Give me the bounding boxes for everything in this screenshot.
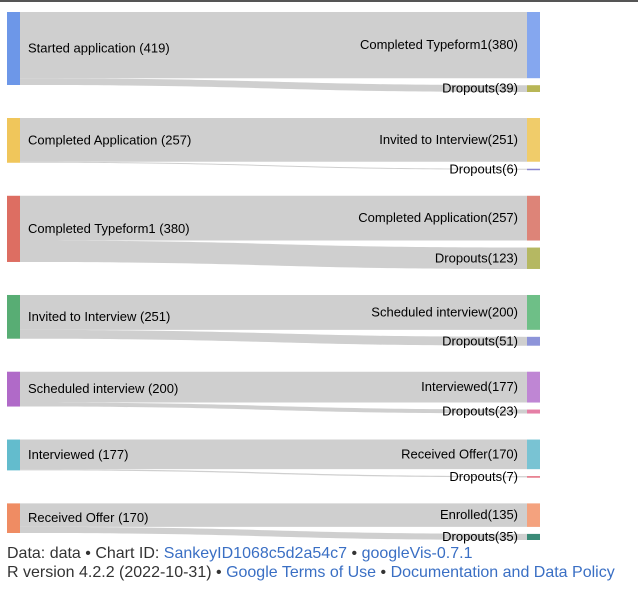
source-node-label: Scheduled interview (200) <box>28 381 178 396</box>
target-node-label: Scheduled interview(200) <box>371 304 518 319</box>
googlevis-link[interactable]: googleVis-0.7.1 <box>361 545 473 562</box>
target-node <box>527 168 540 171</box>
footer-separator-2: • <box>380 564 387 581</box>
source-node <box>7 439 20 471</box>
target-node-label: Enrolled(135) <box>440 507 518 522</box>
footer-line-1: Data: data • Chart ID: SankeyID1068c5d2a… <box>7 545 472 563</box>
target-node-label: Interviewed(177) <box>421 379 518 394</box>
target-node-label: Dropouts(35) <box>442 529 518 544</box>
flow-link <box>20 469 527 478</box>
data-policy-link[interactable]: Documentation and Data Policy <box>390 564 615 581</box>
target-node <box>527 247 540 269</box>
google-terms-link[interactable]: Google Terms of Use <box>226 564 377 581</box>
target-node <box>527 503 540 527</box>
node-layer <box>7 12 540 540</box>
source-node-label: Received Offer (170) <box>28 510 148 525</box>
flow-link <box>20 439 527 470</box>
target-node-label: Completed Typeform1(380) <box>360 37 518 52</box>
target-node <box>527 336 540 346</box>
source-node-label: Started application (419) <box>28 40 170 55</box>
source-node <box>7 371 20 407</box>
flow-link <box>20 526 527 540</box>
top-border <box>0 0 638 2</box>
flow-link <box>20 294 527 330</box>
source-node <box>7 294 20 339</box>
flow-link <box>20 240 527 269</box>
footer-separator: • <box>351 545 358 562</box>
source-node-label: Interviewed (177) <box>28 447 128 462</box>
label-layer: Started application (419) Completed Typef… <box>28 37 518 544</box>
target-node <box>527 439 540 470</box>
target-node-label: Dropouts(39) <box>442 81 518 96</box>
r-version-text: R version 4.2.2 (2022-10-31) • <box>7 564 222 581</box>
target-node <box>527 476 540 478</box>
chart-id-link[interactable]: SankeyID1068c5d2a54c7 <box>163 545 348 562</box>
flow-link <box>20 161 527 170</box>
target-node <box>527 294 540 330</box>
target-node <box>527 409 540 414</box>
source-node <box>7 503 20 533</box>
target-node-label: Dropouts(6) <box>449 161 518 176</box>
target-node-label: Dropouts(7) <box>449 469 518 484</box>
target-node <box>527 533 540 540</box>
target-node <box>527 12 540 79</box>
flow-link <box>20 503 527 527</box>
footer-data-prefix: Data: data • Chart ID: <box>7 545 160 562</box>
footer-line-2: R version 4.2.2 (2022-10-31) • Google Te… <box>7 564 615 582</box>
target-node <box>527 371 540 403</box>
flow-link <box>20 402 527 414</box>
target-node <box>527 117 540 162</box>
source-node-label: Completed Typeform1 (380) <box>28 221 190 236</box>
target-node-label: Completed Application(257) <box>358 210 518 225</box>
source-node <box>7 117 20 163</box>
flow-link <box>20 117 527 162</box>
flow-link <box>20 329 527 346</box>
target-node-label: Dropouts(123) <box>435 250 518 265</box>
target-node <box>527 85 540 92</box>
flow-link <box>20 371 527 403</box>
source-node-label: Completed Application (257) <box>28 132 191 147</box>
target-node-label: Dropouts(51) <box>442 333 518 348</box>
source-node <box>7 195 20 262</box>
target-node-label: Dropouts(23) <box>442 404 518 419</box>
target-node-label: Invited to Interview(251) <box>379 132 518 147</box>
flow-link <box>20 195 527 241</box>
link-layer <box>20 12 527 540</box>
target-node-label: Received Offer(170) <box>401 446 518 461</box>
source-node-label: Invited to Interview (251) <box>28 309 170 324</box>
target-node <box>527 195 540 241</box>
flow-link <box>20 78 527 92</box>
source-node <box>7 12 20 85</box>
sankey-chart: Started application (419) Completed Typef… <box>7 12 540 544</box>
flow-link <box>20 12 527 79</box>
